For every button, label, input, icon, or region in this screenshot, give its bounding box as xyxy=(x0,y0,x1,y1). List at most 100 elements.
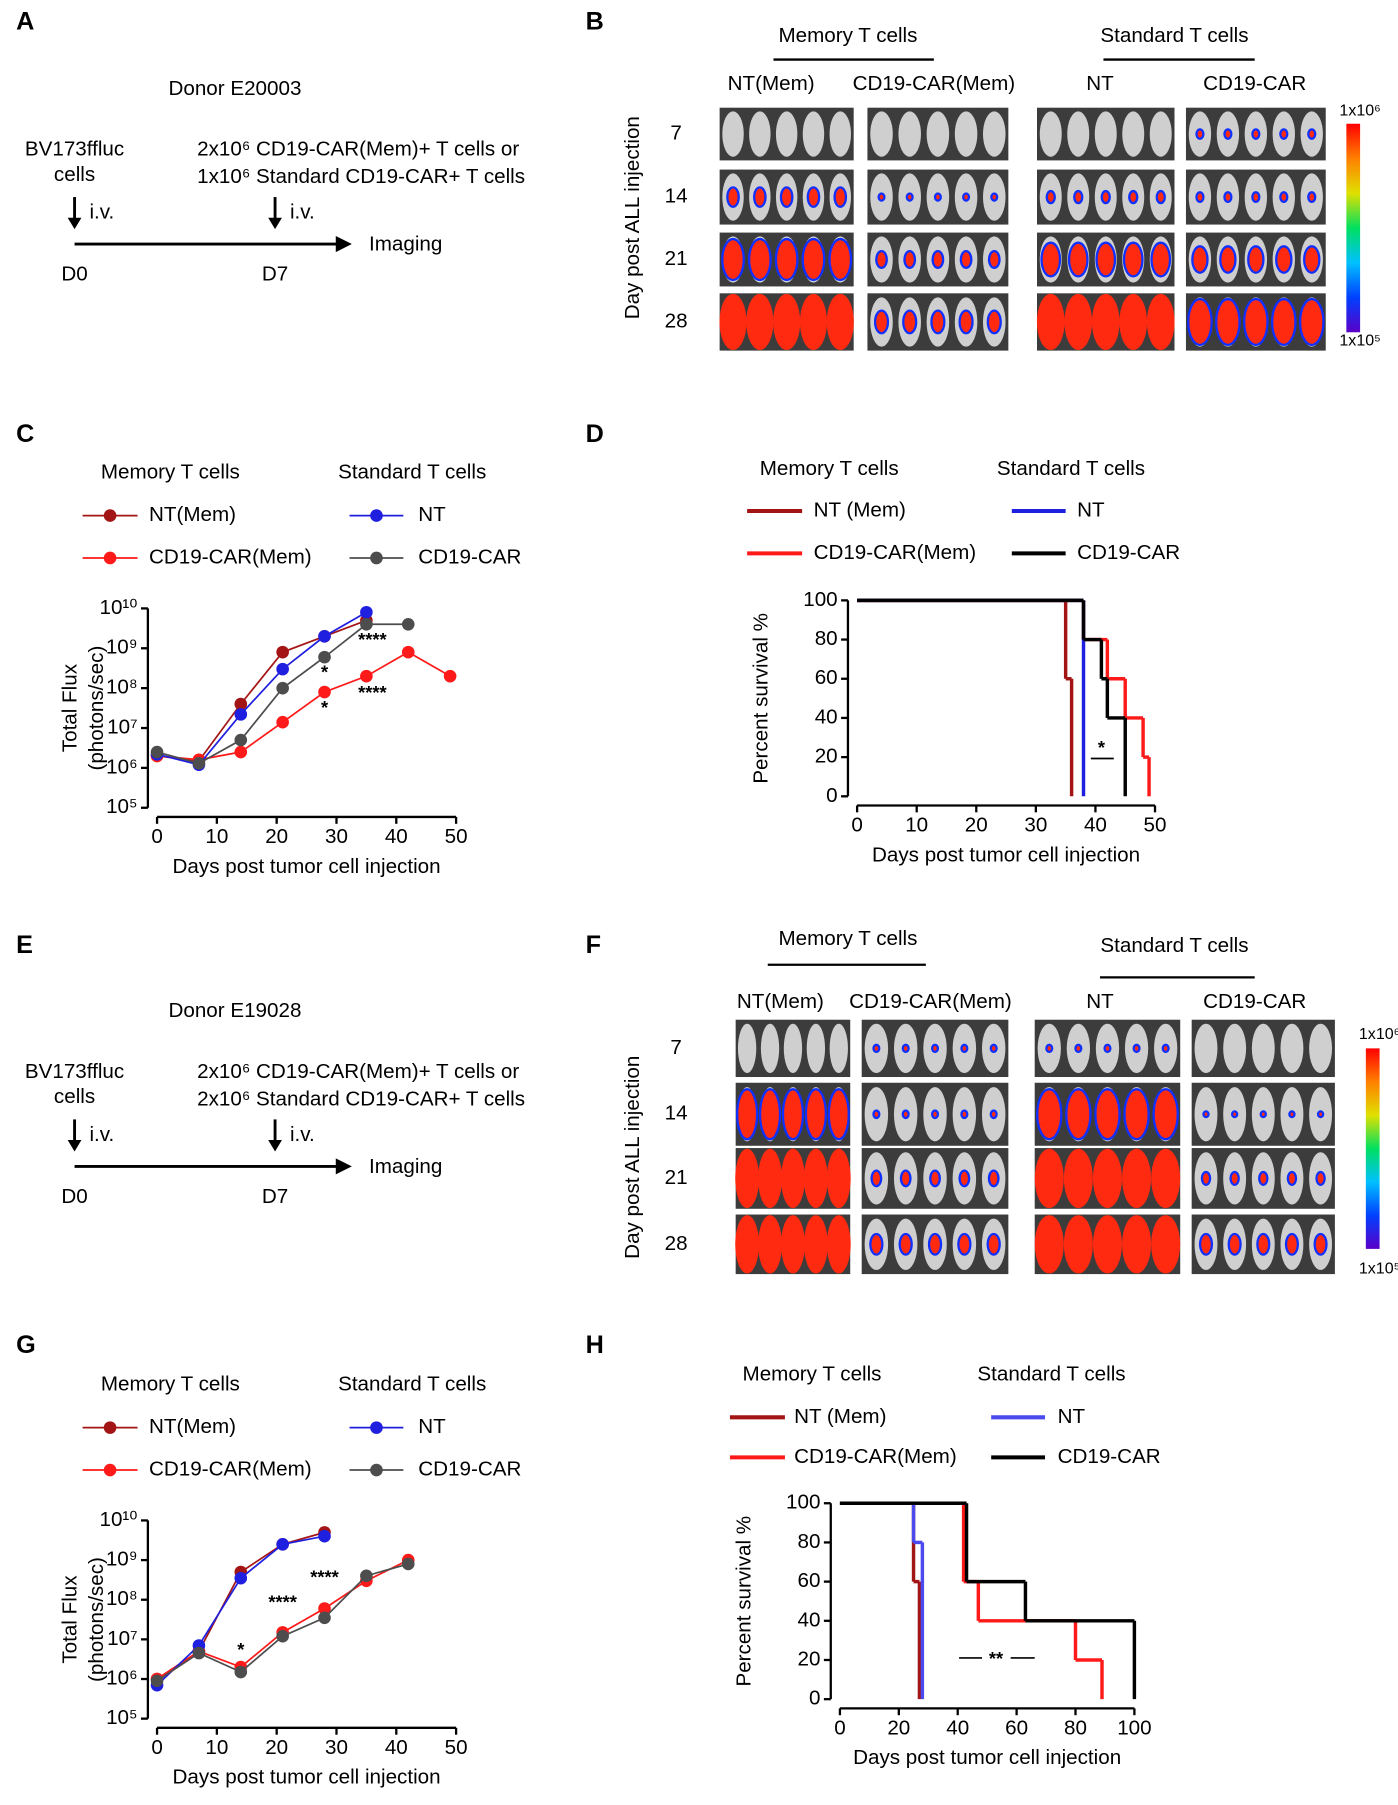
data-point xyxy=(318,1611,331,1625)
treatment: 2x10⁶ Standard CD19-CAR+ T cells xyxy=(197,1087,525,1110)
y-tick-label: 10⁶ xyxy=(106,1666,137,1689)
signal xyxy=(1091,293,1120,351)
signal xyxy=(960,1043,969,1054)
signal xyxy=(1275,245,1293,274)
signal xyxy=(872,1109,881,1120)
legend-marker xyxy=(370,1463,383,1477)
donor: Donor E20003 xyxy=(169,77,302,100)
signal xyxy=(1100,189,1111,205)
signal xyxy=(1123,1088,1150,1141)
signal xyxy=(1074,1043,1083,1054)
legend-marker xyxy=(370,1421,383,1434)
tumor: cells xyxy=(54,163,95,186)
signal xyxy=(1251,128,1261,140)
row-title: Day post ALL injection xyxy=(621,1056,644,1259)
legend-title: Memory T cells xyxy=(101,461,240,484)
signal xyxy=(869,1232,884,1256)
signal xyxy=(1227,1232,1242,1256)
column-label: NT(Mem) xyxy=(737,990,824,1013)
x-tick-label: 80 xyxy=(1064,1716,1087,1739)
signal xyxy=(931,250,945,270)
panel-label: A xyxy=(16,8,34,36)
significance: * xyxy=(1098,737,1106,758)
signal xyxy=(774,237,799,282)
signal xyxy=(721,237,745,282)
signal xyxy=(901,1043,910,1054)
group-title: Memory T cells xyxy=(778,927,917,950)
signal xyxy=(1230,1110,1239,1119)
signal xyxy=(1094,1088,1121,1141)
data-point xyxy=(276,645,289,659)
signal xyxy=(1256,1232,1271,1256)
x-tick-label: 50 xyxy=(1144,814,1167,837)
signal xyxy=(1243,297,1269,347)
y-tick-label: 10⁶ xyxy=(106,755,137,778)
legend-title: Standard T cells xyxy=(977,1362,1125,1385)
signal xyxy=(773,293,801,351)
signal xyxy=(781,1215,805,1274)
y-axis-title: (photons/sec) xyxy=(85,1557,108,1682)
legend-marker xyxy=(103,1421,117,1434)
row-label: 21 xyxy=(665,1166,688,1189)
mouse xyxy=(775,111,798,157)
signal xyxy=(898,1232,913,1256)
legend-label: CD19-CAR xyxy=(418,545,521,568)
signal xyxy=(1034,1148,1064,1209)
signal xyxy=(781,1148,805,1209)
signal xyxy=(806,186,821,208)
mouse xyxy=(1280,1023,1304,1074)
signal xyxy=(801,237,826,282)
signal xyxy=(905,192,914,202)
signal xyxy=(1284,1232,1299,1256)
x-tick-label: 40 xyxy=(385,825,408,848)
data-point xyxy=(276,1629,289,1643)
mouse xyxy=(783,1023,803,1074)
y-axis-title: Percent survival % xyxy=(749,613,772,784)
panel-label: G xyxy=(16,1331,36,1359)
data-point xyxy=(234,733,248,747)
legend-label: CD19-CAR xyxy=(418,1457,521,1480)
signal xyxy=(959,250,973,270)
x-tick-label: 50 xyxy=(445,825,468,848)
colorbar-label: 1x10⁵ xyxy=(1339,332,1380,350)
significance: * xyxy=(321,697,329,718)
row-label: 14 xyxy=(665,185,688,208)
y-tick-label: 100 xyxy=(786,1491,820,1514)
y-tick-label: 10⁵ xyxy=(106,1706,137,1729)
y-tick-label: 80 xyxy=(815,627,838,650)
day: D7 xyxy=(262,1185,288,1208)
signal xyxy=(987,250,1001,270)
signal xyxy=(1132,1043,1141,1054)
column-label: CD19-CAR xyxy=(1203,990,1306,1013)
colorbar-label: 1x10⁵ xyxy=(1359,1260,1398,1278)
panel-label: D xyxy=(586,420,604,448)
x-tick-label: 40 xyxy=(385,1736,408,1759)
signal xyxy=(1270,297,1297,347)
series-line xyxy=(156,619,367,762)
route: i.v. xyxy=(89,201,114,224)
day: D7 xyxy=(262,262,288,285)
legend-marker xyxy=(103,509,117,522)
signal xyxy=(870,1169,883,1188)
y-tick-label: 40 xyxy=(815,705,838,728)
data-point xyxy=(234,745,248,759)
colorbar xyxy=(1346,123,1361,333)
mouse xyxy=(829,111,851,157)
signal xyxy=(826,1215,851,1274)
tumor: BV173ffluc xyxy=(25,138,124,161)
data-point xyxy=(276,715,289,729)
column-label: CD19-CAR(Mem) xyxy=(849,990,1012,1013)
data-point xyxy=(401,645,415,659)
signal xyxy=(1063,1215,1093,1274)
signal xyxy=(803,1148,828,1209)
treatment: 2x10⁶ CD19-CAR(Mem)+ T cells or xyxy=(197,1060,519,1083)
signal xyxy=(1316,1110,1325,1119)
data-point xyxy=(234,708,248,721)
signal xyxy=(927,1232,943,1256)
signal xyxy=(989,1043,998,1054)
mouse xyxy=(1039,111,1062,157)
row-label: 7 xyxy=(670,122,681,145)
x-tick-label: 30 xyxy=(325,1736,348,1759)
signal xyxy=(930,1109,940,1120)
